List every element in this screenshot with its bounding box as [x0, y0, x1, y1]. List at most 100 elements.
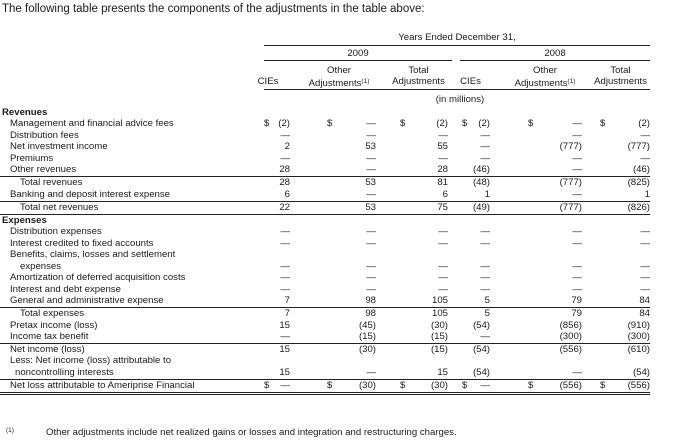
row-label: noncontrolling interests [15, 366, 114, 378]
column-header: Adjustments [392, 76, 445, 87]
cell-value: — [438, 237, 448, 249]
row-label: Management and financial advice fees [10, 118, 174, 130]
dollar-sign: $ [600, 118, 606, 130]
cell-value: — [280, 152, 290, 164]
row-label: Benefits, claims, losses and settlement [10, 249, 176, 261]
cell-value: — [280, 283, 290, 295]
cell-value: — [280, 226, 290, 238]
row-label: Net investment income [10, 141, 108, 153]
header-year-2008: 2008 [544, 48, 566, 59]
row-rule [0, 342, 650, 344]
cell-value: (777) [559, 141, 582, 153]
row-rule [0, 306, 650, 308]
cell-value: — [640, 226, 650, 238]
cell-value: — [480, 283, 490, 295]
cell-value: 1 [484, 188, 490, 200]
cell-value: — [366, 164, 376, 176]
row-label: Amortization of deferred acquisition cos… [10, 272, 186, 284]
cell-value: — [438, 226, 448, 238]
cell-value: — [572, 272, 582, 284]
row-label: Interest credited to fixed accounts [10, 237, 154, 249]
row-label: General and administrative expense [10, 295, 164, 306]
cell-value: — [640, 283, 650, 295]
column-header: Other [327, 65, 351, 76]
row-label: Less: Net income (loss) attributable to [10, 355, 172, 367]
row-label: Net income (loss) [10, 344, 85, 355]
dollar-sign: $ [462, 118, 468, 130]
cell-value: 15 [279, 319, 290, 331]
cell-value: — [480, 330, 490, 342]
cell-value: — [480, 141, 490, 153]
cell-value: 84 [639, 308, 650, 320]
column-header: CIEs [460, 76, 481, 87]
cell-value: — [640, 237, 650, 249]
year-rule-2009 [264, 60, 452, 61]
header-years-ended: Years Ended December 31, [398, 32, 516, 43]
cell-value: — [280, 272, 290, 284]
cell-value: 53 [365, 141, 376, 153]
cell-value: — [366, 272, 376, 284]
intro-text: The following table presents the compone… [2, 3, 425, 15]
cell-value: 15 [437, 366, 448, 378]
cell-value: — [280, 129, 290, 141]
row-rule [0, 176, 650, 178]
cell-value: 15 [279, 344, 290, 355]
cell-value: (15) [430, 344, 448, 355]
cell-value: — [366, 152, 376, 164]
cell-value: — [640, 129, 650, 141]
cell-value: 53 [365, 177, 376, 189]
cell-value: — [480, 129, 490, 141]
cell-value: — [366, 188, 376, 200]
cell-value: — [366, 129, 376, 141]
cell-value: — [366, 260, 376, 272]
cell-value: — [480, 226, 490, 238]
footnote-marker: (1) [361, 78, 370, 85]
cell-value: — [366, 226, 376, 238]
cell-value: — [572, 118, 582, 130]
cell-value: — [280, 330, 290, 342]
cell-value: 28 [279, 177, 290, 189]
cell-value: — [366, 237, 376, 249]
cell-value: (556) [627, 379, 650, 391]
footnote-marker: (1) [6, 427, 14, 434]
cell-value: 81 [437, 177, 448, 189]
column-header: Total [408, 65, 429, 76]
cell-value: (30) [358, 344, 376, 355]
row-label: Expenses [2, 214, 47, 226]
dollar-sign: $ [264, 379, 270, 391]
cell-value: — [572, 237, 582, 249]
cell-value: (48) [472, 177, 490, 189]
cell-value: (856) [559, 319, 582, 331]
cell-value: — [640, 272, 650, 284]
column-header: Adjustments(1) [308, 78, 370, 89]
units-label: (in millions) [435, 94, 485, 105]
row-label: Income tax benefit [10, 330, 89, 342]
cell-value: — [572, 164, 582, 176]
cell-value: 105 [431, 295, 448, 306]
row-rule [0, 378, 650, 380]
cell-value: (556) [559, 379, 582, 391]
cell-value: (49) [472, 201, 490, 213]
dollar-sign: $ [400, 379, 406, 391]
cell-value: 1 [644, 188, 650, 200]
dollar-sign: $ [400, 118, 406, 130]
cell-value: (777) [559, 201, 582, 213]
cell-value: 15 [279, 366, 290, 378]
cell-value: — [438, 260, 448, 272]
row-rule [0, 213, 650, 215]
row-label: Banking and deposit interest expense [10, 188, 171, 200]
cell-value: — [572, 283, 582, 295]
row-label: Pretax income (loss) [10, 319, 98, 331]
row-label: Other revenues [10, 164, 77, 176]
cell-value: (54) [632, 366, 650, 378]
row-label: Total net revenues [20, 201, 99, 213]
cell-value: — [480, 237, 490, 249]
cell-value: — [640, 260, 650, 272]
cell-value: 79 [571, 295, 582, 306]
row-rule-double [0, 393, 650, 395]
column-header: Adjustments [594, 76, 647, 87]
cell-value: 105 [431, 308, 448, 320]
cell-value: (2) [638, 118, 650, 130]
dollar-sign: $ [528, 379, 534, 391]
cell-value: (46) [472, 164, 490, 176]
